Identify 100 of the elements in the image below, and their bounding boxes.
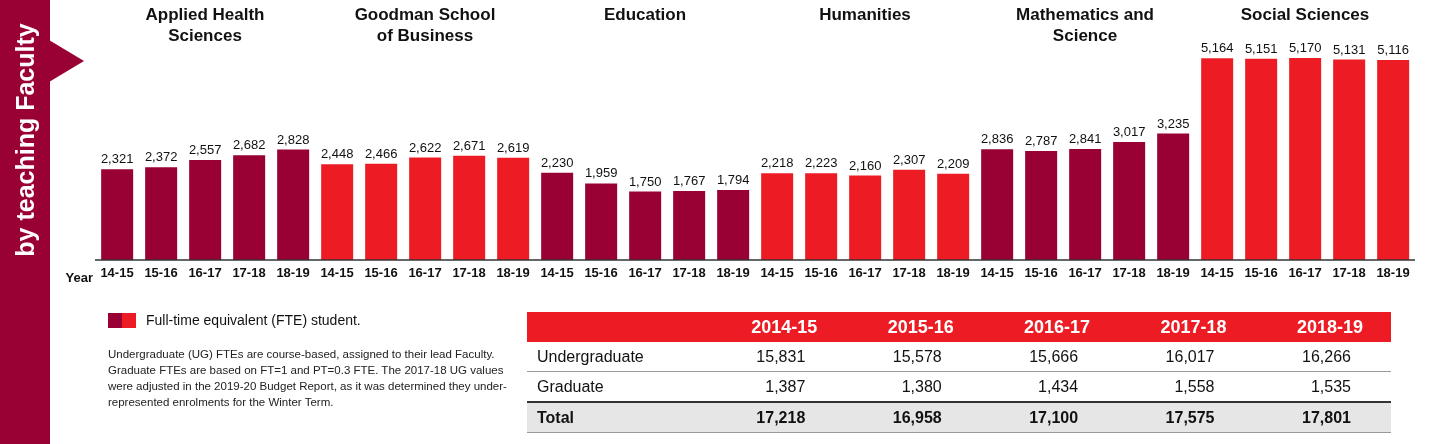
bar bbox=[277, 149, 310, 260]
chart-title: Mathematics and Science bbox=[1015, 4, 1155, 46]
data-label: 2,321 bbox=[100, 151, 134, 167]
bar bbox=[145, 167, 178, 260]
x-tick-label: 16-17 bbox=[1068, 265, 1102, 281]
data-label: 2,218 bbox=[760, 155, 794, 171]
text: Total bbox=[536, 407, 576, 428]
x-tick-label: 16-17 bbox=[408, 265, 442, 281]
x-tick-label: 14-15 bbox=[320, 265, 354, 281]
text: 15,831 bbox=[755, 346, 807, 367]
text: 1,558 bbox=[1173, 376, 1216, 397]
chart-title: Humanities bbox=[818, 4, 912, 25]
data-label: 2,787 bbox=[1024, 133, 1058, 149]
text: 1,535 bbox=[1309, 376, 1352, 397]
bar bbox=[453, 155, 486, 260]
data-label: 2,828 bbox=[276, 131, 310, 147]
x-tick-label: 14-15 bbox=[540, 265, 574, 281]
data-label: 2,682 bbox=[232, 137, 266, 153]
data-label: 5,164 bbox=[1200, 40, 1234, 56]
x-tick-label: 14-15 bbox=[760, 265, 794, 281]
text: 16,958 bbox=[891, 407, 943, 428]
x-tick-label: 18-19 bbox=[1376, 265, 1410, 281]
text: Undergraduate bbox=[536, 346, 645, 367]
bar bbox=[629, 191, 662, 260]
x-tick-label: 14-15 bbox=[980, 265, 1014, 281]
x-tick-label: 18-19 bbox=[716, 265, 750, 281]
data-label: 2,223 bbox=[804, 155, 838, 171]
bar bbox=[717, 189, 750, 260]
chart-title: Education bbox=[602, 4, 688, 25]
data-label: 2,372 bbox=[144, 149, 178, 165]
data-label: 5,151 bbox=[1244, 40, 1278, 56]
x-tick-label: 14-15 bbox=[1200, 265, 1234, 281]
x-tick-label: 17-18 bbox=[1112, 265, 1146, 281]
data-label: 2,448 bbox=[320, 146, 354, 162]
x-tick-label: 18-19 bbox=[936, 265, 970, 281]
x-tick-label: 18-19 bbox=[276, 265, 310, 281]
text: 17,575 bbox=[1164, 407, 1216, 428]
bar bbox=[585, 183, 618, 260]
x-tick-label: 15-16 bbox=[144, 265, 178, 281]
bar bbox=[365, 163, 398, 260]
text: 17,801 bbox=[1301, 407, 1352, 428]
x-tick-label: 16-17 bbox=[188, 265, 222, 281]
x-tick-label: 17-18 bbox=[1332, 265, 1366, 281]
x-tick-label: 18-19 bbox=[1156, 265, 1190, 281]
bar bbox=[321, 164, 354, 260]
data-label: 2,836 bbox=[980, 131, 1014, 147]
bar bbox=[189, 160, 222, 260]
text: 1,380 bbox=[900, 376, 943, 397]
x-tick-label: 17-18 bbox=[672, 265, 706, 281]
x-tick-label: 17-18 bbox=[892, 265, 926, 281]
bar bbox=[101, 169, 134, 260]
data-label: 1,959 bbox=[584, 165, 618, 181]
x-tick-label: 16-17 bbox=[848, 265, 882, 281]
x-tick-label: 15-16 bbox=[1024, 265, 1058, 281]
bar bbox=[233, 155, 266, 260]
data-label: 3,017 bbox=[1112, 124, 1146, 140]
chart-title: Applied Health Sciences bbox=[144, 4, 266, 46]
x-tick-label: 15-16 bbox=[1244, 265, 1278, 281]
text: Undergraduate (UG) FTEs are course-based, assigned to their lead Faculty. Graduate FTEs are based on FT=1 and PT=0.3 FTE. The 2017-18 UG values were adjusted in the 2019-20 Budget Report, as it was determined they under-represented enrolments for the Winter Term. bbox=[108, 347, 508, 410]
data-label: 5,131 bbox=[1332, 41, 1366, 57]
x-axis-title: Year bbox=[65, 270, 93, 285]
data-label: 2,466 bbox=[364, 145, 398, 161]
x-tick-label: 17-18 bbox=[452, 265, 486, 281]
chart-title: Goodman School of Business bbox=[353, 4, 497, 46]
data-label: 1,750 bbox=[628, 173, 662, 189]
text: Graduate bbox=[536, 376, 605, 397]
x-tick-label: 15-16 bbox=[804, 265, 838, 281]
text: 1,434 bbox=[1037, 376, 1080, 397]
data-label: 1,794 bbox=[716, 171, 750, 187]
text: Full-time equivalent (FTE) student. bbox=[146, 312, 361, 328]
text: 16,017 bbox=[1164, 346, 1216, 367]
data-label: 3,235 bbox=[1156, 115, 1190, 131]
data-label: 2,230 bbox=[540, 154, 574, 170]
x-tick-label: 15-16 bbox=[584, 265, 618, 281]
x-tick-label: 16-17 bbox=[628, 265, 662, 281]
data-label: 2,209 bbox=[936, 155, 970, 171]
data-label: 5,170 bbox=[1288, 40, 1322, 55]
text: by teaching Faculty bbox=[10, 23, 40, 257]
bar bbox=[673, 190, 706, 260]
data-label: 5,116 bbox=[1377, 42, 1409, 58]
x-tick-label: 18-19 bbox=[496, 265, 530, 281]
x-tick-label: 16-17 bbox=[1288, 265, 1322, 281]
text: 17,218 bbox=[755, 407, 807, 428]
x-tick-label: 14-15 bbox=[100, 265, 134, 281]
x-tick-label: 15-16 bbox=[364, 265, 398, 281]
data-label: 2,619 bbox=[496, 139, 530, 155]
data-label: 2,671 bbox=[452, 137, 486, 153]
data-label: 2,160 bbox=[848, 157, 882, 173]
data-label: 2,307 bbox=[892, 151, 926, 167]
text: 17,100 bbox=[1028, 407, 1080, 428]
text: 1,387 bbox=[764, 376, 807, 397]
chart-title: Social Sciences bbox=[1239, 4, 1371, 25]
data-label: 2,557 bbox=[188, 142, 222, 158]
bar bbox=[541, 172, 574, 260]
bar bbox=[409, 157, 442, 260]
text: 15,578 bbox=[891, 346, 943, 367]
text: 16,266 bbox=[1301, 346, 1352, 367]
data-label: 2,841 bbox=[1068, 131, 1102, 146]
x-tick-label: 17-18 bbox=[232, 265, 266, 281]
data-label: 2,622 bbox=[408, 139, 442, 155]
